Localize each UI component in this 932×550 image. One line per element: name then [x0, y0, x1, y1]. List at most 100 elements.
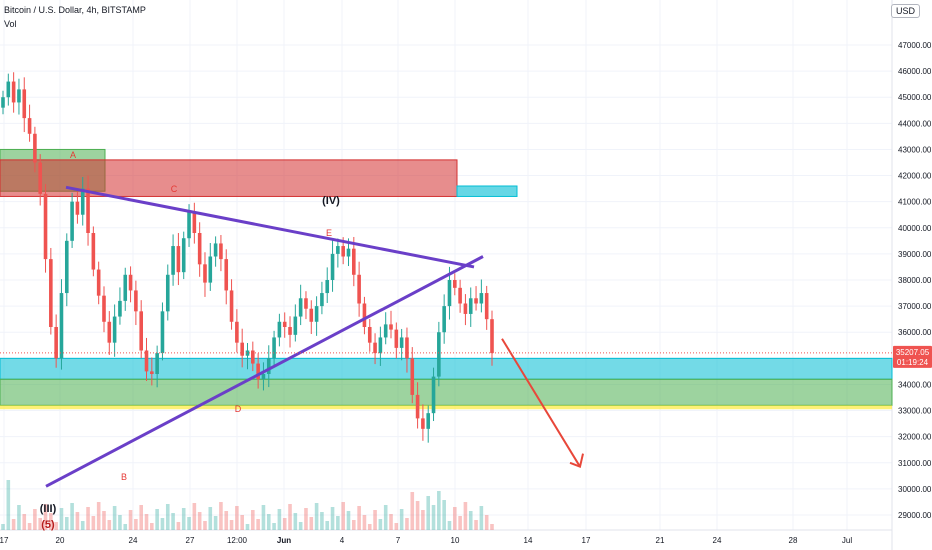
time-tick-label: 17	[582, 536, 591, 545]
candle-body	[38, 162, 43, 194]
volume-bar	[479, 506, 484, 530]
volume-bar	[70, 503, 74, 530]
currency-button[interactable]: USD	[890, 4, 920, 18]
volume-bar	[357, 506, 361, 530]
volume-bar	[336, 516, 340, 530]
volume-bar	[442, 500, 446, 530]
candle-body	[468, 298, 473, 314]
candle-body	[346, 248, 351, 257]
time-tick-label: 21	[656, 536, 665, 545]
candle-body	[415, 394, 420, 419]
volume-bar	[128, 510, 133, 530]
candle-body	[266, 358, 271, 374]
candle-body	[357, 274, 361, 304]
volume-bar	[165, 504, 170, 530]
price-tick-label: 42000.00	[898, 172, 932, 181]
volume-bar	[176, 522, 181, 530]
wave-label: C	[171, 184, 178, 194]
price-tick-label: 32000.00	[898, 433, 932, 442]
candle-body	[102, 295, 106, 322]
candle-body	[181, 238, 186, 273]
volume-bar	[245, 524, 250, 530]
volume-bar	[330, 507, 335, 530]
candle-body	[325, 280, 330, 294]
chart-legend: Bitcoin / U.S. Dollar, 4h, BITSTAMP Vol	[4, 3, 146, 31]
volume-bar	[38, 518, 43, 530]
volume-bar	[144, 514, 149, 530]
volume-bar	[1, 524, 5, 530]
volume-bar	[452, 507, 457, 530]
time-tick-label: 7	[396, 536, 401, 545]
volume-bar	[261, 505, 266, 530]
time-tick-label: 10	[451, 536, 460, 545]
volume-bar	[288, 504, 292, 530]
volume-bar	[325, 521, 330, 530]
volume-bar	[437, 491, 441, 530]
projection-arrow[interactable]	[501, 338, 581, 468]
volume-bar	[64, 517, 69, 530]
candle-body	[410, 358, 415, 395]
candle-body	[309, 308, 314, 322]
projection-arrowhead	[569, 453, 584, 469]
time-tick-label: 20	[56, 536, 65, 545]
volume-bar	[213, 516, 218, 530]
volume-bar	[266, 514, 271, 530]
candle-body	[11, 81, 16, 103]
zone-cyan-support[interactable]	[0, 357, 893, 380]
volume-bar	[298, 522, 303, 530]
volume-bar	[304, 508, 308, 530]
price-tick-label: 34000.00	[898, 380, 932, 389]
price-badge	[893, 345, 932, 368]
candle-body	[197, 233, 202, 265]
candle-body	[27, 118, 32, 134]
wave-label: (III)	[40, 503, 57, 515]
price-tick-label: 37000.00	[898, 302, 932, 311]
candle-body	[165, 274, 170, 312]
candle-body	[54, 327, 58, 359]
zone-yellow-line	[0, 405, 892, 410]
candle-body	[282, 321, 287, 327]
volume-bar	[415, 501, 420, 530]
volume-bar	[224, 511, 229, 530]
volume-bar	[341, 502, 345, 530]
volume-bar	[139, 505, 143, 530]
price-tick-label: 29000.00	[898, 511, 932, 520]
trendline-upper[interactable]	[65, 185, 475, 269]
volume-bar	[208, 507, 213, 530]
zone-cyan-upper[interactable]	[456, 185, 518, 197]
candle-body	[277, 321, 282, 338]
volume-bar	[394, 523, 399, 530]
candle-body	[442, 306, 446, 333]
time-tick-label: 4	[340, 536, 345, 545]
volume-label: Vol	[4, 19, 17, 29]
candle-body	[389, 324, 393, 330]
candle-body	[155, 353, 159, 374]
volume-bar	[229, 520, 234, 530]
volume-bar	[33, 509, 37, 530]
volume-bar	[410, 492, 415, 530]
volume-bar	[320, 512, 324, 530]
candle-body	[160, 311, 165, 354]
zone-green-support[interactable]	[0, 378, 893, 406]
candle-body	[245, 350, 250, 356]
symbol-title: Bitcoin / U.S. Dollar, 4h, BITSTAMP	[4, 5, 146, 15]
volume-bar	[17, 505, 21, 530]
candle-body	[59, 293, 64, 359]
volume-bar	[463, 502, 468, 530]
candle-body	[91, 233, 96, 270]
candle-body	[118, 300, 122, 317]
price-tick-label: 47000.00	[898, 41, 932, 50]
volume-bar	[118, 515, 122, 530]
volume-bar	[293, 513, 298, 530]
price-tick-label: 38000.00	[898, 276, 932, 285]
volume-bar	[389, 514, 393, 530]
candle-body	[383, 324, 388, 338]
candle-body	[43, 193, 48, 260]
candle-body	[224, 259, 229, 291]
volume-bar	[203, 521, 207, 530]
volume-bar	[49, 513, 53, 530]
trendline-lower[interactable]	[45, 255, 484, 488]
zone-red[interactable]	[0, 159, 458, 197]
candle-body	[139, 311, 143, 351]
